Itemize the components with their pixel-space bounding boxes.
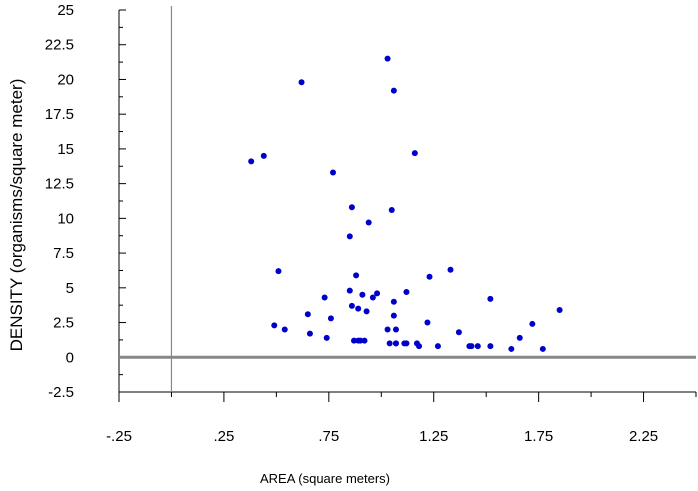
data-point — [369, 294, 376, 301]
data-point — [359, 291, 366, 298]
data-point — [323, 334, 330, 341]
axes — [118, 6, 697, 402]
data-point — [390, 298, 397, 305]
y-tick-label: -2.5 — [48, 384, 74, 401]
data-point — [353, 272, 360, 279]
y-tick-label: 15 — [57, 141, 74, 158]
data-point — [516, 334, 523, 341]
y-tick-label: 2.5 — [53, 315, 74, 332]
data-point — [271, 322, 278, 329]
data-point — [424, 319, 431, 326]
data-point — [361, 337, 368, 344]
data-point — [411, 150, 418, 157]
data-point — [346, 287, 353, 294]
data-point — [487, 343, 494, 350]
x-tick-label: 1.25 — [419, 428, 448, 445]
data-point — [487, 295, 494, 302]
data-point — [374, 290, 381, 297]
data-point — [468, 343, 475, 350]
data-point — [416, 343, 423, 350]
y-tick-label: 20 — [57, 71, 74, 88]
y-tick-label: 12.5 — [45, 176, 74, 193]
data-point — [455, 329, 462, 336]
data-point — [306, 330, 313, 337]
data-point — [365, 219, 372, 226]
data-point — [403, 288, 410, 295]
x-tick-labels: -.25 .25 .75 1.25 1.75 2.25 — [106, 428, 658, 445]
data-point — [392, 326, 399, 333]
data-point — [390, 312, 397, 319]
data-point — [260, 152, 267, 159]
data-point — [388, 207, 395, 214]
data-point — [350, 337, 357, 344]
y-tick-label: 5 — [66, 280, 74, 297]
data-point — [434, 343, 441, 350]
data-point — [426, 273, 433, 280]
data-point — [390, 87, 397, 94]
data-point — [384, 55, 391, 62]
data-point — [556, 307, 563, 314]
data-point — [348, 204, 355, 211]
data-point — [346, 233, 353, 240]
x-tick-label: 2.25 — [629, 428, 658, 445]
y-tick-label: 17.5 — [45, 106, 74, 123]
x-tick-label: .25 — [213, 428, 234, 445]
y-tick-label: 7.5 — [53, 245, 74, 262]
data-point — [392, 340, 399, 347]
y-tick-label: 25 — [57, 2, 74, 19]
data-point — [403, 340, 410, 347]
x-tick-label: -.25 — [106, 428, 132, 445]
data-point — [357, 337, 364, 344]
y-tick-label: 0 — [66, 349, 74, 366]
data-point — [363, 308, 370, 315]
data-point — [474, 343, 481, 350]
data-point — [539, 345, 546, 352]
data-point — [327, 315, 334, 322]
data-point — [529, 320, 536, 327]
data-point — [321, 294, 328, 301]
data-point — [355, 305, 362, 312]
y-tick-label: 10 — [57, 210, 74, 227]
y-tick-label: 22.5 — [45, 37, 74, 54]
data-point — [384, 326, 391, 333]
data-point — [447, 266, 454, 273]
x-tick-label: 1.75 — [524, 428, 553, 445]
data-point — [330, 169, 337, 176]
data-point — [508, 345, 515, 352]
data-point — [348, 302, 355, 309]
x-axis-label: AREA (square meters) — [260, 471, 390, 486]
data-points — [248, 55, 563, 352]
data-point — [304, 311, 311, 318]
y-tick-labels: -2.5 0 2.5 5 7.5 10 12.5 15 17.5 20 22.5 25 — [45, 2, 74, 401]
x-tick-label: .75 — [318, 428, 339, 445]
y-axis-label: DENSITY (organisms/square meter) — [7, 79, 26, 352]
data-point — [386, 340, 393, 347]
data-point — [298, 79, 305, 86]
data-point — [248, 158, 255, 165]
data-point — [275, 268, 282, 275]
data-point — [281, 326, 288, 333]
